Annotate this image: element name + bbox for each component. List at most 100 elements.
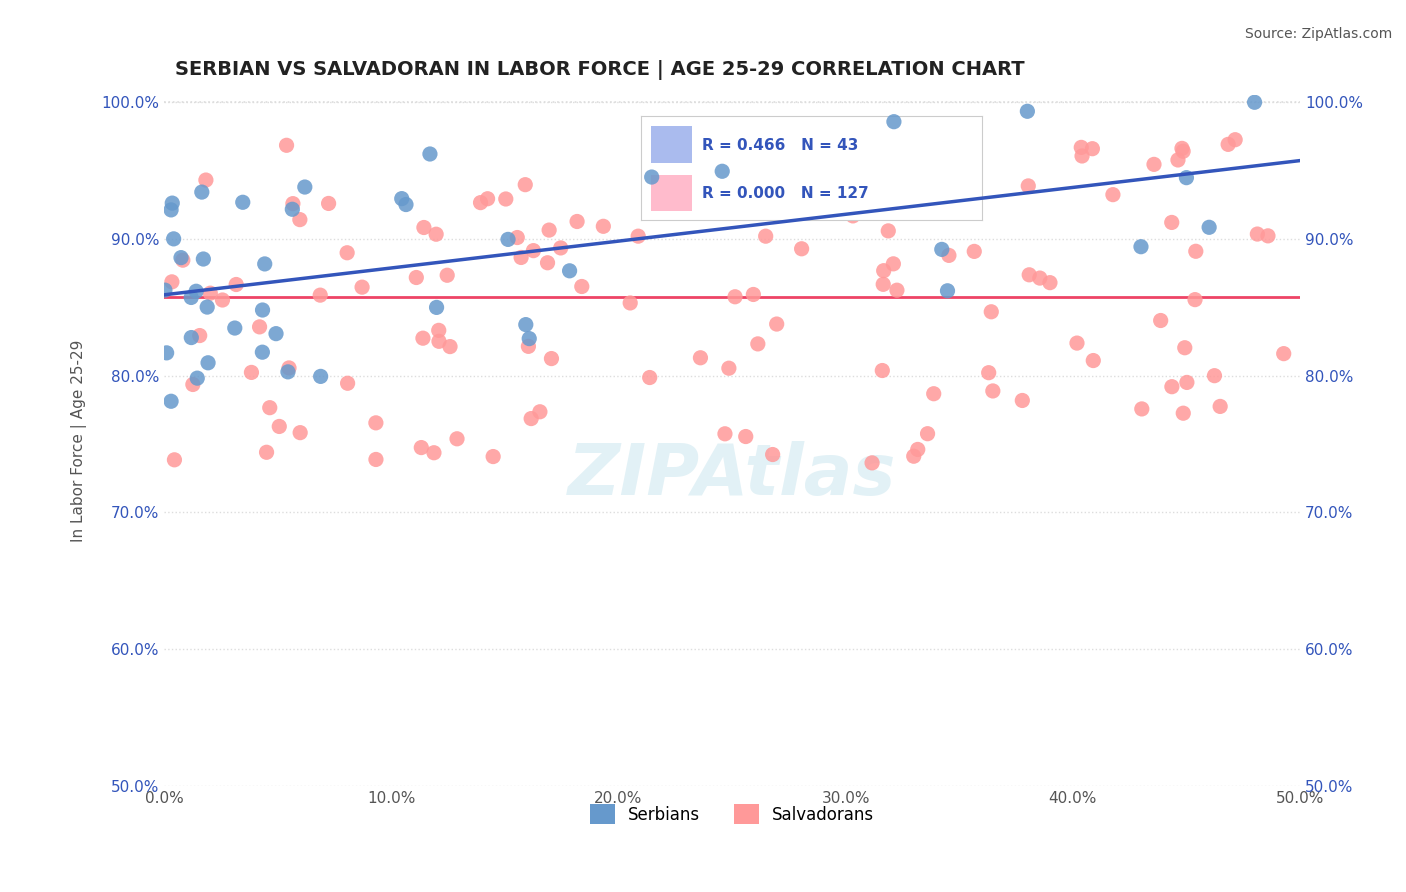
Point <box>1173 406 1195 420</box>
Point <box>256 445 278 459</box>
Point <box>1204 368 1226 383</box>
Point <box>496 232 519 246</box>
Point <box>352 280 374 294</box>
Point <box>1174 341 1197 355</box>
Point <box>1198 220 1220 235</box>
Point <box>156 346 179 360</box>
Point <box>200 286 222 301</box>
Point <box>1185 244 1208 259</box>
Point <box>160 202 183 217</box>
Point <box>281 202 304 217</box>
Point <box>1171 141 1194 155</box>
Point <box>689 351 711 365</box>
Point <box>294 180 316 194</box>
Point <box>1017 104 1039 119</box>
Point <box>482 450 505 464</box>
Point <box>153 283 176 297</box>
Point <box>413 220 436 235</box>
Point <box>1011 393 1033 408</box>
Point <box>1246 227 1268 241</box>
Point <box>269 419 291 434</box>
Point <box>638 370 661 384</box>
Point <box>1175 376 1198 390</box>
Point <box>162 232 184 246</box>
Point <box>931 243 953 257</box>
Point <box>619 296 641 310</box>
Point <box>405 270 427 285</box>
Point <box>253 257 276 271</box>
Text: ZIPAtlas: ZIPAtlas <box>568 441 896 509</box>
Point <box>638 178 661 193</box>
Point <box>1083 353 1105 368</box>
Point <box>1029 271 1052 285</box>
Point <box>252 303 274 318</box>
Point <box>1066 336 1088 351</box>
Point <box>1018 268 1040 282</box>
Point <box>536 256 558 270</box>
Point <box>903 449 925 463</box>
Point <box>860 456 883 470</box>
Point <box>1209 400 1232 414</box>
Point <box>364 452 387 467</box>
Point <box>873 263 896 277</box>
Point <box>742 287 765 301</box>
Point <box>510 251 533 265</box>
Point <box>412 331 434 345</box>
Point <box>186 285 208 299</box>
Point <box>540 351 562 366</box>
Point <box>224 321 246 335</box>
Point <box>709 165 731 179</box>
Point <box>963 244 986 259</box>
Point <box>195 300 218 314</box>
Point <box>391 192 413 206</box>
Point <box>278 360 301 375</box>
Point <box>872 145 894 159</box>
Point <box>565 214 588 228</box>
Point <box>883 114 905 128</box>
Point <box>627 229 650 244</box>
Point <box>172 253 194 268</box>
Point <box>529 405 551 419</box>
Point <box>288 425 311 440</box>
Point <box>163 452 186 467</box>
Point <box>872 363 894 377</box>
Point <box>1150 313 1173 327</box>
Point <box>188 328 211 343</box>
Point <box>411 441 433 455</box>
Point <box>845 158 868 172</box>
Text: Source: ZipAtlas.com: Source: ZipAtlas.com <box>1244 27 1392 41</box>
Point <box>1143 157 1166 171</box>
Point <box>917 426 939 441</box>
Point <box>309 288 332 302</box>
Point <box>288 212 311 227</box>
Point <box>936 284 959 298</box>
Text: SERBIAN VS SALVADORAN IN LABOR FORCE | AGE 25-29 CORRELATION CHART: SERBIAN VS SALVADORAN IN LABOR FORCE | A… <box>176 60 1025 79</box>
Point <box>977 366 1000 380</box>
Point <box>1171 145 1194 159</box>
Point <box>520 411 543 425</box>
Point <box>886 283 908 297</box>
Point <box>364 416 387 430</box>
Point <box>506 230 529 244</box>
Point <box>470 195 492 210</box>
Point <box>592 219 614 234</box>
Point <box>1160 215 1182 229</box>
Point <box>436 268 458 283</box>
Point <box>515 318 537 332</box>
Point <box>336 376 359 391</box>
Point <box>252 345 274 359</box>
Point <box>641 169 664 184</box>
Point <box>191 185 214 199</box>
Point <box>197 356 219 370</box>
Point <box>170 251 193 265</box>
Point <box>717 361 740 376</box>
Point <box>938 248 960 262</box>
Point <box>981 384 1004 398</box>
Point <box>180 330 202 344</box>
Point <box>747 337 769 351</box>
Point <box>477 192 499 206</box>
Point <box>264 326 287 341</box>
Point <box>276 138 298 153</box>
Point <box>952 169 974 184</box>
Point <box>980 305 1002 319</box>
